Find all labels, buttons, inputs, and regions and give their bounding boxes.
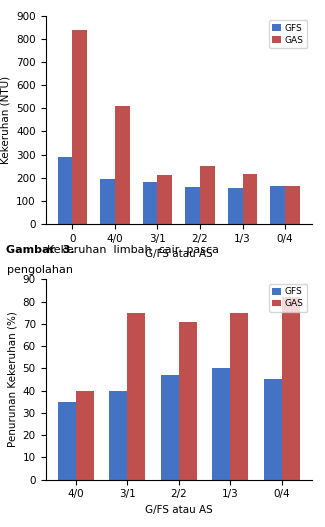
Bar: [212, 368, 230, 480]
Bar: [227, 188, 242, 224]
Bar: [109, 391, 127, 480]
Bar: [76, 391, 94, 480]
Text: Gambar  3.: Gambar 3.: [6, 245, 75, 255]
Text: Kekeruhan  limbah  cair  pasca: Kekeruhan limbah cair pasca: [47, 245, 219, 255]
Y-axis label: Penurunan Kekeruhan (%): Penurunan Kekeruhan (%): [7, 311, 17, 447]
Bar: [264, 379, 282, 480]
Bar: [143, 182, 158, 224]
Bar: [58, 402, 76, 480]
Bar: [100, 179, 115, 224]
X-axis label: G/FS atau AS: G/FS atau AS: [145, 249, 213, 259]
Bar: [158, 175, 172, 224]
Bar: [72, 30, 87, 224]
Legend: GFS, GAS: GFS, GAS: [269, 284, 307, 312]
Text: pengolahan: pengolahan: [6, 265, 72, 275]
Bar: [285, 186, 300, 224]
Bar: [200, 166, 215, 224]
X-axis label: G/FS atau AS: G/FS atau AS: [145, 505, 213, 515]
Bar: [230, 313, 248, 480]
Bar: [270, 186, 285, 224]
Bar: [282, 297, 300, 480]
Bar: [58, 157, 72, 224]
Bar: [242, 174, 257, 224]
Y-axis label: Kekeruhan (NTU): Kekeruhan (NTU): [1, 76, 11, 164]
Bar: [161, 375, 179, 480]
Bar: [179, 321, 197, 480]
Bar: [185, 187, 200, 224]
Bar: [115, 106, 130, 224]
Bar: [127, 313, 145, 480]
Legend: GFS, GAS: GFS, GAS: [269, 21, 307, 48]
